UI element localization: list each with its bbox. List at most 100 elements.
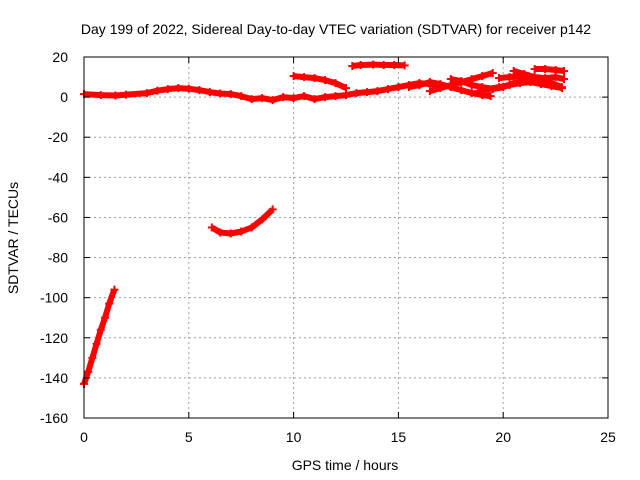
data-point: [495, 74, 504, 83]
x-tick-label: 25: [600, 429, 616, 445]
data-point: [390, 61, 399, 70]
data-point: [84, 367, 93, 376]
data-point: [268, 96, 277, 105]
y-tick-label: -40: [48, 169, 68, 185]
x-tick-label: 0: [80, 429, 88, 445]
data-point: [96, 91, 105, 100]
data-point: [559, 75, 568, 84]
data-point: [400, 61, 409, 70]
data-point: [289, 72, 298, 81]
chart-title: Day 199 of 2022, Sidereal Day-to-day VTE…: [81, 21, 591, 37]
data-point: [310, 95, 319, 104]
data-point: [362, 88, 371, 97]
data-point: [226, 229, 235, 238]
data-point: [216, 89, 225, 98]
data-point: [505, 81, 514, 90]
data-point: [92, 339, 101, 348]
data-point: [110, 285, 119, 294]
series-arc-2: [207, 205, 277, 238]
data-point: [205, 88, 214, 97]
data-point: [436, 84, 445, 93]
data-point: [237, 227, 246, 236]
y-tick-label: -60: [48, 209, 68, 225]
data-point: [530, 65, 539, 74]
data-point: [530, 73, 539, 82]
data-point: [474, 87, 483, 96]
data-point: [488, 69, 497, 78]
y-tick-labels: 20 0 -20 -40 -60 -80 -100 -120 -140 -160: [40, 49, 68, 426]
data-point: [515, 79, 524, 88]
data-point: [321, 93, 330, 102]
series-arc-11: [509, 67, 568, 84]
data-point: [348, 62, 357, 71]
data-point: [383, 85, 392, 94]
data-point: [142, 89, 151, 98]
data-point: [195, 86, 204, 95]
data-point: [184, 84, 193, 93]
y-tick-label: 0: [60, 89, 68, 105]
data-point: [457, 86, 466, 95]
data-point: [425, 78, 434, 87]
series-arc-12: [530, 65, 568, 76]
data-point: [289, 94, 298, 103]
data-point: [369, 60, 378, 69]
data-point: [342, 84, 350, 93]
data-point: [352, 89, 361, 98]
data-point: [446, 75, 455, 84]
y-tick-label: -120: [40, 330, 68, 346]
y-tick-label: -140: [40, 370, 68, 386]
data-point: [404, 83, 413, 92]
data-point: [268, 205, 277, 214]
data-point: [551, 73, 560, 82]
data-point: [88, 353, 97, 362]
data-point: [425, 87, 434, 96]
data-point: [163, 85, 172, 94]
data-point: [541, 65, 550, 74]
data-point: [310, 74, 319, 83]
series-arc-4: [289, 72, 350, 93]
data-point: [541, 74, 550, 83]
data-point: [174, 84, 183, 93]
y-tick-label: -20: [48, 129, 68, 145]
data-point: [486, 92, 495, 101]
data-point: [373, 87, 382, 96]
data-point: [247, 223, 256, 232]
data-point: [105, 299, 114, 308]
data-point: [356, 61, 365, 70]
y-axis-label: SDTVAR / TECUs: [5, 182, 21, 294]
data-point: [509, 67, 518, 76]
x-tick-label: 15: [391, 429, 407, 445]
data-point: [247, 95, 256, 104]
data-point: [216, 228, 225, 237]
data-point: [415, 81, 424, 90]
x-axis-label: GPS time / hours: [292, 457, 399, 473]
data-point: [457, 77, 466, 86]
data-point: [505, 73, 514, 82]
y-tick-label: -100: [40, 290, 68, 306]
data-point: [279, 93, 288, 102]
data-point: [559, 67, 568, 76]
data-point: [394, 83, 403, 92]
data-point: [520, 70, 529, 79]
data-point: [342, 91, 350, 100]
data-point: [207, 223, 216, 232]
ticks-layer: [83, 56, 609, 419]
x-tick-label: 10: [286, 429, 302, 445]
data-point: [111, 91, 120, 100]
data-point: [331, 79, 340, 88]
data-point: [379, 61, 388, 70]
data-point: [331, 92, 340, 101]
data-point: [121, 90, 130, 99]
data-point: [226, 90, 235, 99]
series-arc-5: [348, 60, 409, 71]
data-point: [258, 94, 267, 103]
x-tick-label: 5: [185, 429, 193, 445]
x-tick-labels: 0 5 10 15 20 25: [80, 429, 616, 445]
data-point: [100, 313, 109, 322]
data-point: [557, 83, 566, 92]
data-point: [258, 215, 267, 224]
data-point: [300, 92, 309, 101]
data-point: [467, 81, 476, 90]
y-tick-label: -80: [48, 250, 68, 266]
